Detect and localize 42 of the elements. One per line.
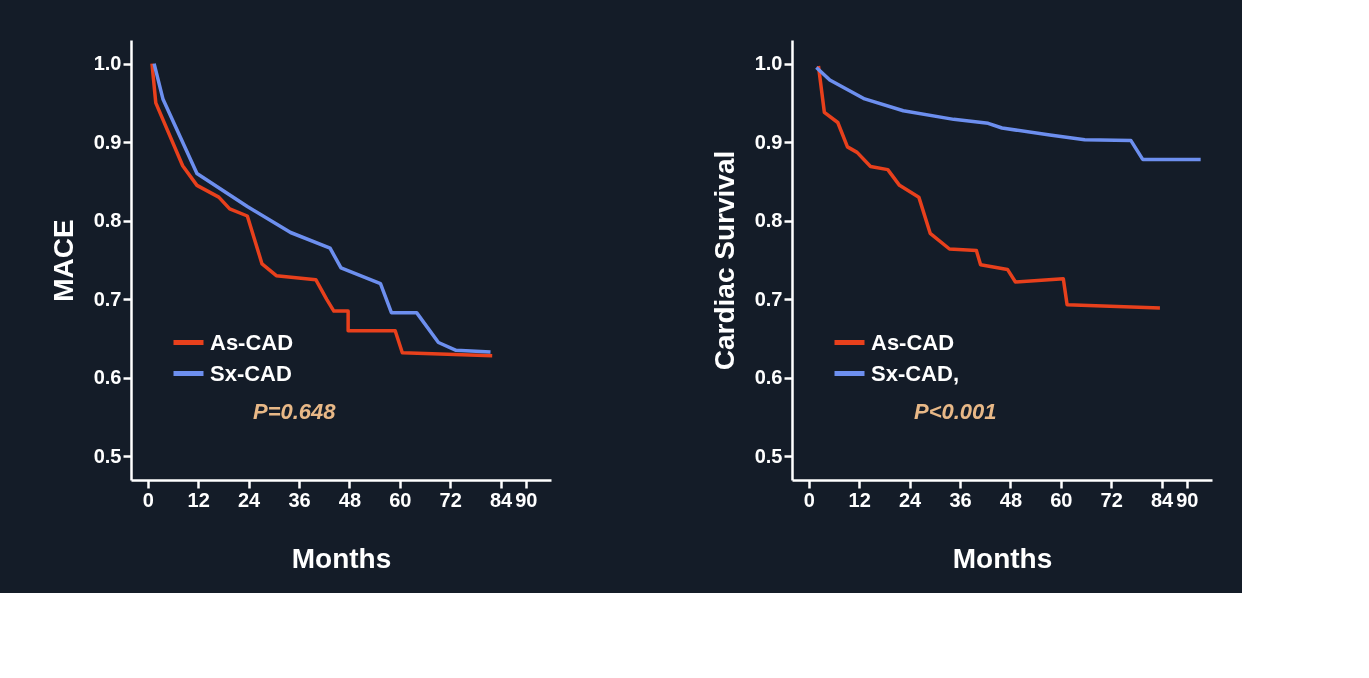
legend-label: As-CAD — [871, 329, 955, 355]
y-tick-label: 0.7 — [93, 287, 122, 310]
x-tick-label: 24 — [898, 488, 923, 511]
x-tick-label: 48 — [999, 488, 1023, 511]
y-tick-label: 0.7 — [754, 287, 783, 310]
legend-label: Sx-CAD, — [871, 360, 960, 386]
y-tick-label: 0.5 — [93, 444, 122, 467]
x-tick-label: 36 — [288, 488, 311, 511]
y-tick-label: 0.6 — [754, 366, 783, 389]
x-tick-label: 84 — [489, 488, 514, 511]
legend-label: As-CAD — [210, 329, 294, 355]
x-tick-label: 12 — [848, 488, 871, 511]
x-tick-label: 84 — [1150, 488, 1175, 511]
x-tick-label: 0 — [142, 488, 154, 511]
y-tick-label: 1.0 — [93, 52, 122, 75]
legend-label: Sx-CAD — [210, 360, 292, 386]
y-tick-label: 0.9 — [754, 130, 783, 153]
y-tick-label: 0.8 — [754, 209, 783, 232]
x-tick-label: 72 — [1100, 488, 1123, 511]
annotation: P<0.001 — [914, 399, 997, 424]
y-tick-label: 0.6 — [93, 366, 122, 389]
y-tick-label: 0.8 — [93, 209, 122, 232]
x-tick-label: 36 — [949, 488, 972, 511]
y-tick-label: 1.0 — [754, 52, 783, 75]
line-series — [814, 65, 1203, 162]
x-tick-label: 60 — [389, 488, 412, 511]
y-axis-title: Cardiac Survival — [708, 150, 740, 371]
x-axis-title: Months — [291, 542, 392, 574]
y-tick-label: 0.9 — [93, 130, 122, 153]
x-tick-label: 72 — [439, 488, 462, 511]
x-tick-label: 12 — [187, 488, 210, 511]
x-tick-label: 48 — [338, 488, 362, 511]
y-axis-title: MACE — [47, 219, 79, 302]
x-tick-label: 90 — [1176, 488, 1199, 511]
x-tick-label: 60 — [1050, 488, 1073, 511]
x-tick-label: 90 — [515, 488, 538, 511]
x-tick-label: 0 — [803, 488, 815, 511]
x-tick-label: 24 — [237, 488, 262, 511]
line-series — [816, 64, 1162, 310]
y-tick-label: 0.5 — [754, 444, 783, 467]
annotation: P=0.648 — [253, 399, 337, 424]
x-axis-title: Months — [952, 542, 1053, 574]
